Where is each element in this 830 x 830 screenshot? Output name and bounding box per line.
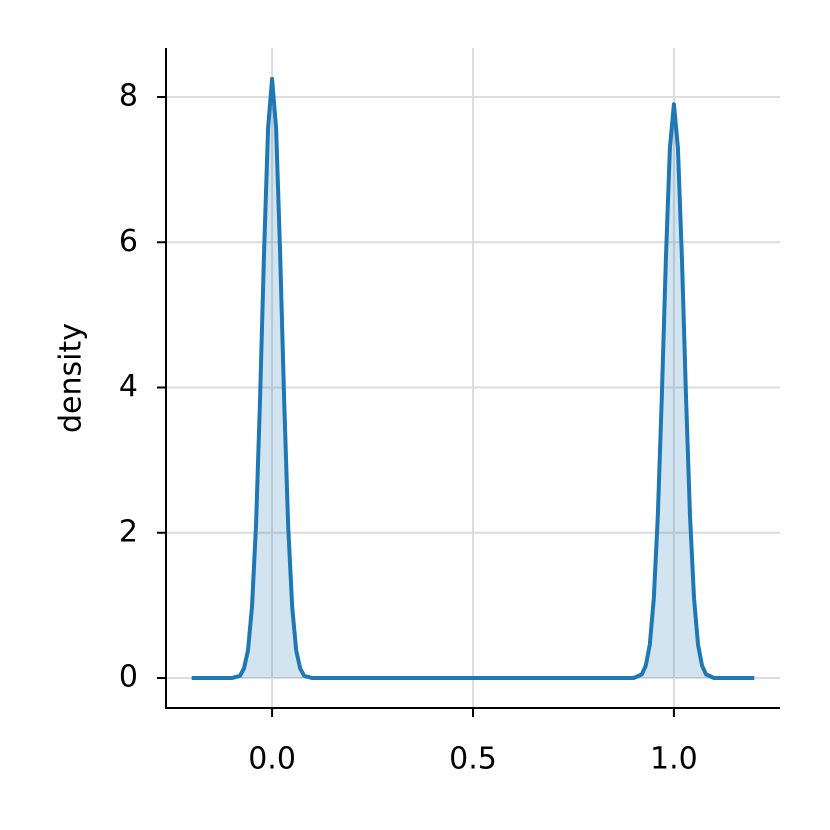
x-tick-label: 1.0 xyxy=(650,742,698,777)
y-tick-label: 6 xyxy=(119,224,138,259)
density-line xyxy=(191,76,755,681)
y-axis-label: density xyxy=(54,323,89,433)
x-tick-label: 0.0 xyxy=(248,742,296,777)
y-tick-label: 0 xyxy=(119,660,138,695)
x-tick-label: 0.5 xyxy=(449,742,497,777)
y-tick-label: 2 xyxy=(119,514,138,549)
y-tick-label: 4 xyxy=(119,369,138,404)
y-tick-label: 8 xyxy=(119,79,138,114)
